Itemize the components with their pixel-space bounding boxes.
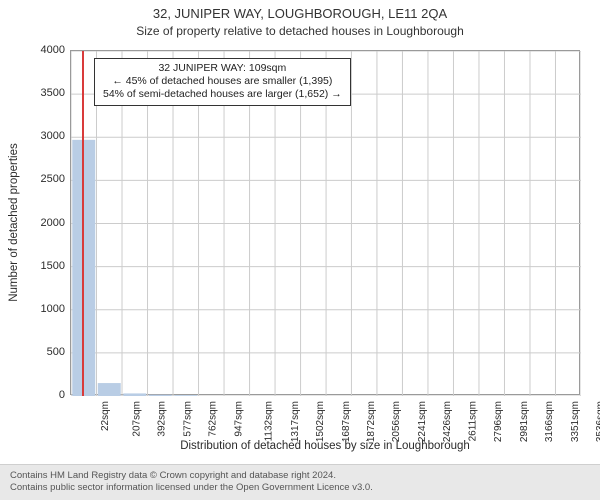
x-tick-label: 2426sqm xyxy=(443,401,454,442)
y-tick-label: 2500 xyxy=(15,173,65,185)
histogram-bar xyxy=(149,395,172,396)
x-tick-label: 2796sqm xyxy=(494,401,505,442)
x-tick-label: 2056sqm xyxy=(392,401,403,442)
histogram-bar xyxy=(174,395,197,396)
x-tick-label: 22sqm xyxy=(100,401,111,431)
chart-title: 32, JUNIPER WAY, LOUGHBOROUGH, LE11 2QA xyxy=(0,6,600,21)
y-tick-label: 3500 xyxy=(15,87,65,99)
x-tick-label: 1317sqm xyxy=(290,401,301,442)
x-tick-label: 762sqm xyxy=(208,401,219,437)
x-tick-label: 577sqm xyxy=(182,401,193,437)
footer-line1: Contains HM Land Registry data © Crown c… xyxy=(10,470,594,482)
x-tick-label: 1872sqm xyxy=(366,401,377,442)
x-tick-label: 1502sqm xyxy=(315,401,326,442)
x-tick-label: 1687sqm xyxy=(341,401,352,442)
x-tick-label: 2981sqm xyxy=(519,401,530,442)
x-axis-label: Distribution of detached houses by size … xyxy=(70,440,580,452)
x-tick-label: 2611sqm xyxy=(467,401,478,441)
chart-stage: 32, JUNIPER WAY, LOUGHBOROUGH, LE11 2QA … xyxy=(0,0,600,500)
annotation-line3: 54% of semi-detached houses are larger (… xyxy=(103,88,342,101)
y-tick-label: 4000 xyxy=(15,44,65,56)
y-tick-label: 500 xyxy=(15,346,65,358)
x-tick-label: 3166sqm xyxy=(545,401,556,442)
x-tick-label: 2241sqm xyxy=(417,401,428,442)
annotation-line2: ← 45% of detached houses are smaller (1,… xyxy=(103,75,342,88)
x-tick-label: 3536sqm xyxy=(596,401,600,442)
y-tick-label: 0 xyxy=(15,389,65,401)
x-tick-label: 1132sqm xyxy=(263,401,274,441)
x-tick-label: 3351sqm xyxy=(570,401,581,442)
x-tick-label: 947sqm xyxy=(233,401,244,437)
annotation-box: 32 JUNIPER WAY: 109sqm ← 45% of detached… xyxy=(94,58,351,106)
y-tick-label: 1000 xyxy=(15,303,65,315)
annotation-line1: 32 JUNIPER WAY: 109sqm xyxy=(103,62,342,75)
x-tick-label: 207sqm xyxy=(131,401,142,437)
y-tick-label: 3000 xyxy=(15,130,65,142)
footer-line2: Contains public sector information licen… xyxy=(10,482,594,494)
attribution-footer: Contains HM Land Registry data © Crown c… xyxy=(0,464,600,500)
y-tick-label: 1500 xyxy=(15,260,65,272)
histogram-bar xyxy=(98,383,121,396)
y-tick-label: 2000 xyxy=(15,217,65,229)
histogram-bar xyxy=(123,393,146,396)
chart-subtitle: Size of property relative to detached ho… xyxy=(0,24,600,38)
x-tick-label: 392sqm xyxy=(157,401,168,437)
